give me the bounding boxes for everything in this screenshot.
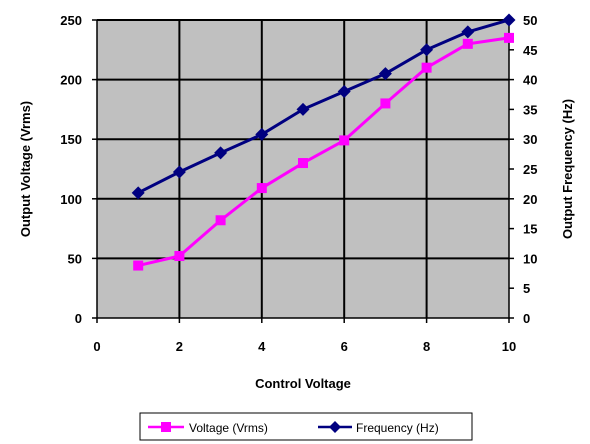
- series-line-voltage: [137, 36, 510, 268]
- y2-tick-label: 5: [523, 281, 530, 296]
- y-axis-title: Output Voltage (Vrms): [18, 101, 33, 237]
- data-point-voltage: [380, 98, 391, 109]
- y2-axis-title: Output Frequency (Hz): [560, 99, 575, 239]
- legend-marker-voltage: [161, 422, 171, 432]
- data-point-frequency: [131, 186, 145, 200]
- y2-tick-label: 50: [523, 13, 537, 28]
- legend: Voltage (Vrms) Frequency (Hz): [139, 412, 473, 441]
- data-point-frequency: [420, 43, 434, 57]
- data-point-frequency: [502, 13, 516, 27]
- data-point-voltage: [421, 62, 432, 73]
- data-point-voltage: [215, 215, 226, 226]
- x-tick-label: 6: [341, 339, 348, 354]
- x-tick-label: 8: [423, 339, 430, 354]
- y-tick-label: 0: [75, 311, 82, 326]
- y2-tick-label: 10: [523, 251, 537, 266]
- data-point-voltage: [298, 158, 308, 169]
- legend-label-voltage: Voltage (Vrms): [189, 421, 268, 435]
- plot-area: [96, 19, 510, 319]
- data-point-voltage: [133, 260, 144, 271]
- x-tick-label: 10: [502, 339, 516, 354]
- series-line-frequency: [137, 18, 510, 195]
- y-tick-label: 100: [60, 192, 82, 207]
- legend-marker-frequency: [329, 421, 341, 433]
- x-axis-title: Control Voltage: [255, 376, 351, 391]
- tick-labels: 0 2 4 6 8 10050100150200250051015202530354045…: [60, 13, 537, 354]
- y2-tick-label: 20: [523, 192, 537, 207]
- data-point-voltage: [462, 38, 473, 49]
- data-point-frequency: [255, 127, 269, 141]
- data-point-frequency: [461, 25, 475, 39]
- x-tick-label: 4: [258, 339, 266, 354]
- data-point-voltage: [256, 183, 267, 194]
- y-tick-label: 50: [68, 251, 82, 266]
- axes: [92, 19, 514, 323]
- data-point-frequency: [337, 85, 351, 99]
- x-tick-label: 0: [93, 339, 100, 354]
- data-point-voltage: [504, 32, 514, 43]
- y2-tick-label: 45: [523, 43, 537, 58]
- data-point-frequency: [296, 102, 310, 116]
- y2-tick-label: 25: [523, 162, 537, 177]
- legend-label-frequency: Frequency (Hz): [356, 421, 439, 435]
- legend-box: [139, 412, 473, 441]
- data-point-voltage: [174, 251, 185, 262]
- y2-tick-label: 0: [523, 311, 530, 326]
- x-tick-label: 2: [176, 339, 183, 354]
- data-point-frequency: [214, 146, 228, 160]
- y-tick-label: 150: [60, 132, 82, 147]
- data-point-frequency: [378, 67, 392, 81]
- y-tick-label: 200: [60, 73, 82, 88]
- series-layer: [131, 13, 516, 271]
- y2-tick-label: 40: [523, 73, 537, 88]
- y2-tick-label: 30: [523, 132, 537, 147]
- y2-tick-label: 35: [523, 102, 537, 117]
- y2-tick-label: 15: [523, 222, 537, 237]
- y-tick-label: 250: [60, 13, 82, 28]
- data-point-frequency: [172, 165, 186, 179]
- data-point-voltage: [339, 135, 350, 146]
